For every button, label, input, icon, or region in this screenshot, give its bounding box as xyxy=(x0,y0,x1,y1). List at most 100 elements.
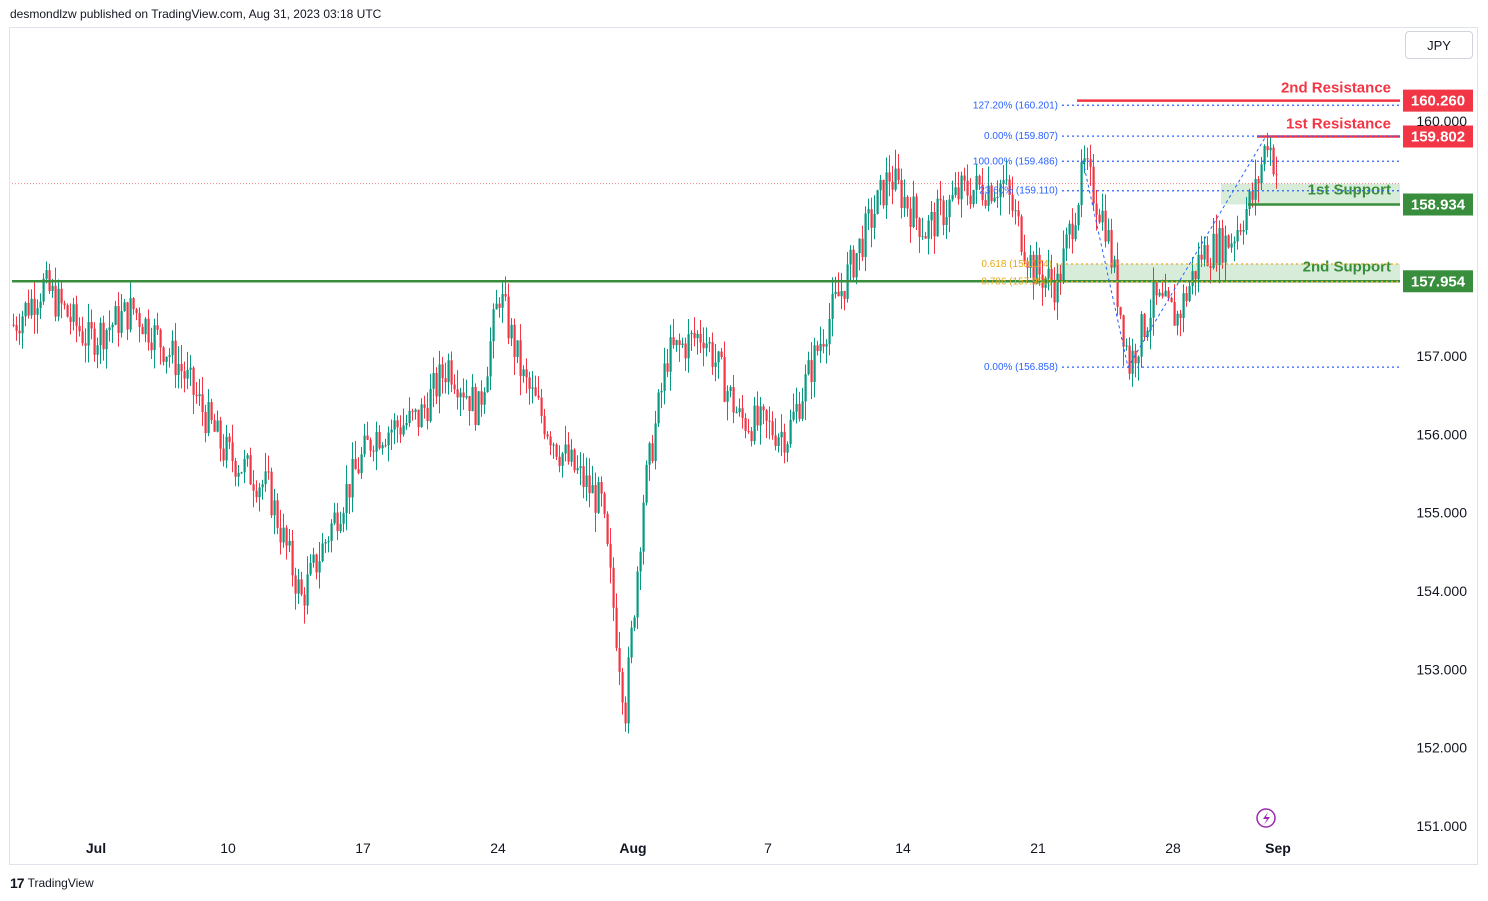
candle-body xyxy=(774,435,777,447)
candle-body xyxy=(33,298,36,315)
candle-body xyxy=(444,378,447,383)
candle-body xyxy=(1125,345,1128,347)
candle-body xyxy=(129,298,132,330)
candle-body xyxy=(606,513,609,545)
candle-body xyxy=(639,551,642,572)
candle-body xyxy=(246,455,249,459)
candle-body xyxy=(1146,330,1149,337)
candle-body xyxy=(1047,268,1050,279)
candle-body xyxy=(1143,314,1146,337)
candle-body xyxy=(1185,293,1188,301)
candle-body xyxy=(864,213,867,258)
candle-body xyxy=(792,411,795,420)
candle-body xyxy=(930,212,933,221)
fib-label-3: 100.00% (159.486) xyxy=(973,156,1058,167)
candle-body xyxy=(21,316,24,334)
candle-body xyxy=(768,420,771,422)
candle-body xyxy=(201,394,204,412)
candle-body xyxy=(342,513,345,524)
candle-body xyxy=(402,425,405,435)
candle-body xyxy=(39,301,42,309)
candle-body xyxy=(690,332,693,335)
candle-body xyxy=(147,318,150,343)
candle-body xyxy=(321,543,324,562)
candle-body xyxy=(1017,210,1020,217)
candle-body xyxy=(942,200,945,226)
candle-body xyxy=(588,475,591,494)
candle-body xyxy=(1215,233,1218,266)
candle-body xyxy=(159,329,162,348)
candle-body xyxy=(24,302,27,317)
candle-body xyxy=(51,285,54,291)
candle-body xyxy=(978,175,981,185)
candle-body xyxy=(318,561,321,573)
candle-body xyxy=(15,325,18,331)
candle-body xyxy=(513,324,516,357)
candle-body xyxy=(414,409,417,412)
candle-body xyxy=(1089,159,1092,167)
candle-body xyxy=(237,472,240,477)
candle-body xyxy=(672,337,675,346)
candle-body xyxy=(666,363,669,372)
flash-icon[interactable] xyxy=(1256,808,1276,828)
candle-body xyxy=(630,627,633,658)
candle-body xyxy=(285,527,288,546)
candle-body xyxy=(1248,191,1251,210)
candle-body xyxy=(1206,244,1209,267)
candle-body xyxy=(549,436,552,446)
candle-body xyxy=(123,302,126,312)
candle-body xyxy=(303,594,306,606)
candle-body xyxy=(1182,293,1185,319)
currency-button[interactable]: JPY xyxy=(1405,31,1473,59)
candle-body xyxy=(1014,210,1017,212)
candle-body xyxy=(759,406,762,426)
candle-body xyxy=(417,409,420,428)
time-tick-7: 14 xyxy=(895,840,911,856)
price-tag-bg-1 xyxy=(1403,89,1473,112)
candle-body xyxy=(597,481,600,513)
candle-body xyxy=(633,617,636,628)
time-tick-2: 10 xyxy=(220,840,236,856)
candle-body xyxy=(843,290,846,299)
candle-body xyxy=(1062,248,1065,283)
candle-body xyxy=(378,432,381,449)
candle-body xyxy=(312,554,315,563)
candle-body xyxy=(849,249,852,265)
candle-body xyxy=(81,331,84,344)
candle-body xyxy=(465,396,468,398)
fib-label-2: 0.00% (159.807) xyxy=(984,131,1058,142)
candle-body xyxy=(1212,233,1215,268)
candle-body xyxy=(54,285,57,317)
candle-body xyxy=(144,318,147,335)
candle-body xyxy=(678,340,681,346)
candle-body xyxy=(918,218,921,237)
candle-body xyxy=(1056,273,1059,303)
candle-body xyxy=(858,238,861,254)
candle-body xyxy=(165,356,168,362)
candle-body xyxy=(1095,203,1098,215)
candle-body xyxy=(558,456,561,466)
candle-body xyxy=(765,410,768,421)
price-tick-4: 155.000 xyxy=(1416,505,1467,521)
candle-body xyxy=(783,431,786,453)
candle-body xyxy=(138,313,141,327)
candle-body xyxy=(753,405,756,442)
candle-body xyxy=(1230,243,1233,248)
candle-body xyxy=(114,306,117,325)
candle-body xyxy=(546,434,549,437)
candle-body xyxy=(861,238,864,258)
candle-body xyxy=(207,402,210,434)
candle-body xyxy=(399,427,402,435)
candle-body xyxy=(309,562,312,575)
candle-body xyxy=(780,431,783,438)
candle-body xyxy=(585,475,588,488)
candle-body xyxy=(693,332,696,339)
price-tick-1: 160.000 xyxy=(1416,113,1467,129)
candle-body xyxy=(219,420,222,449)
candle-body xyxy=(705,343,708,349)
candle-body xyxy=(696,333,699,339)
candle-body xyxy=(891,181,894,190)
candle-body xyxy=(1080,162,1083,206)
candle-body xyxy=(789,419,792,445)
